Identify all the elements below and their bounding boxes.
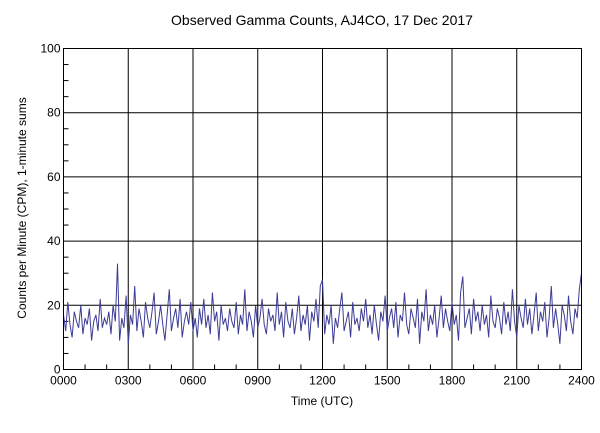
- y-tick-label: 100: [40, 42, 60, 56]
- x-tick-label: 0900: [244, 374, 271, 388]
- ticks: 0000 0300 0600 0900 1200 1500 1800 2100 2400 0 20 4…: [40, 42, 595, 388]
- x-tick-label: 1200: [309, 374, 336, 388]
- y-tick-label: 60: [47, 170, 61, 184]
- x-tick-label: 0600: [180, 374, 207, 388]
- x-tick-label: 1800: [439, 374, 466, 388]
- chart-title: Observed Gamma Counts, AJ4CO, 17 Dec 201…: [171, 12, 473, 28]
- x-tick-label: 2100: [503, 374, 530, 388]
- plot-frame: [63, 48, 582, 370]
- series-line: [63, 263, 582, 344]
- x-axis-label: Time (UTC): [291, 394, 353, 408]
- x-tick-label: 1500: [374, 374, 401, 388]
- y-tick-label: 80: [47, 106, 61, 120]
- y-tick-label: 20: [47, 298, 61, 312]
- x-tick-label: 2400: [568, 374, 595, 388]
- y-axis-label: Counts per Minute (CPM), 1-minute sums: [15, 97, 29, 318]
- x-tick-label: 0000: [50, 374, 77, 388]
- y-tick-label: 0: [54, 363, 61, 377]
- x-tick-label: 0300: [115, 374, 142, 388]
- y-tick-label: 40: [47, 234, 61, 248]
